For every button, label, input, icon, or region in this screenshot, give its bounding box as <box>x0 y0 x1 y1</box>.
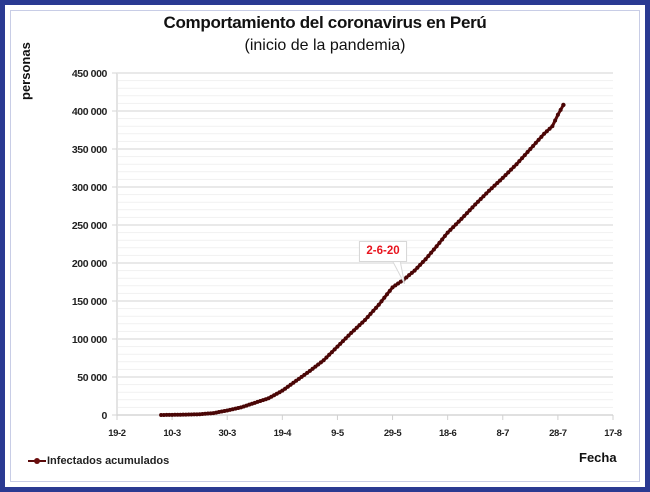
x-tick-label: 30-3 <box>219 428 237 439</box>
y-tick-label: 250 000 <box>72 220 108 232</box>
y-axis-ticks: 0 50 000 100 000 150 000 200 000 250 000 300 0… <box>72 68 117 422</box>
y-tick-label: 400 000 <box>72 106 108 118</box>
y-tick-label: 50 000 <box>77 372 107 384</box>
x-tick-label: 17-8 <box>604 428 622 439</box>
chart-title: Comportamiento del coronavirus en Perú <box>163 13 487 32</box>
x-tick-label: 9-5 <box>331 428 345 439</box>
legend-line-marker-icon <box>28 456 46 466</box>
x-tick-label: 19-2 <box>108 428 126 439</box>
y-tick-label: 100 000 <box>72 334 108 346</box>
x-tick-label: 28-7 <box>549 428 567 439</box>
legend-label: Infectados acumulados <box>47 455 170 467</box>
x-axis-ticks: 19-2 10-3 30-3 19-4 9-5 29-5 18-6 8-7 28-7 17-8 <box>108 415 622 439</box>
annotation-callout: 2-6-20 <box>359 241 407 262</box>
x-tick-label: 10-3 <box>163 428 181 439</box>
legend: Infectados acumulados <box>28 455 169 467</box>
y-tick-label: 200 000 <box>72 258 108 270</box>
x-tick-label: 29-5 <box>384 428 403 439</box>
x-tick-label: 18-6 <box>439 428 457 439</box>
y-tick-label: 350 000 <box>72 144 108 156</box>
x-axis-label: Fecha <box>579 450 617 465</box>
gridlines <box>117 72 613 408</box>
y-tick-label: 300 000 <box>72 182 108 194</box>
y-tick-label: 0 <box>102 410 108 422</box>
chart-inner-border <box>10 10 640 482</box>
x-tick-label: 8-7 <box>497 428 510 439</box>
y-tick-label: 450 000 <box>72 68 108 80</box>
y-tick-label: 150 000 <box>72 296 108 308</box>
chart-subtitle: (inicio de la pandemia) <box>244 37 406 54</box>
series-infectados-acumulados <box>159 102 566 417</box>
x-tick-label: 19-4 <box>274 428 293 439</box>
